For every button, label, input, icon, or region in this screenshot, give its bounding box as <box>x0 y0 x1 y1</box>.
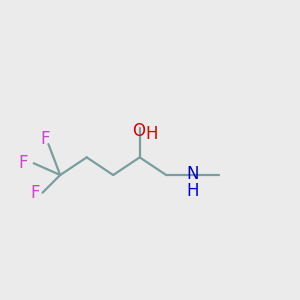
Text: F: F <box>30 184 40 202</box>
Text: H: H <box>146 125 158 143</box>
Text: N: N <box>186 165 199 183</box>
Text: F: F <box>41 130 50 148</box>
Text: O: O <box>132 122 145 140</box>
Text: F: F <box>19 154 28 172</box>
Text: H: H <box>186 182 199 200</box>
